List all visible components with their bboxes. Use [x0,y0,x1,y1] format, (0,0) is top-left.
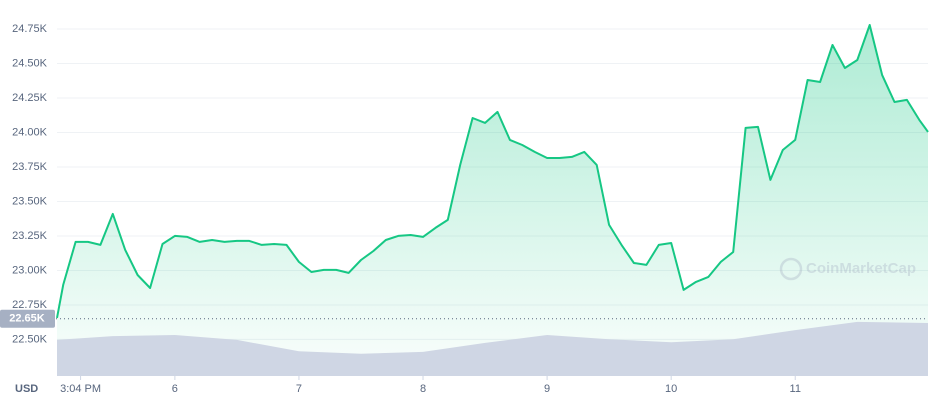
y-tick-label: 23.75K [12,161,48,173]
x-tick-label: 8 [420,383,426,395]
y-tick-label: 22.75K [12,299,48,311]
y-tick-label: 23.25K [12,230,48,242]
y-tick-label: 24.50K [12,57,48,69]
y-unit: USD [15,383,38,395]
x-tick-label: 3:04 PM [60,383,101,395]
y-tick-label: 24.25K [12,92,48,104]
y-tick-label: 24.00K [12,126,48,138]
watermark: CoinMarketCap [779,257,916,281]
x-tick-label: 11 [790,383,801,395]
x-tick-label: 6 [172,383,178,395]
price-area [57,25,928,376]
y-tick-label: 23.50K [12,195,48,207]
y-tick-label: 22.50K [12,333,48,345]
volume-area [57,321,928,376]
price-marker-box [0,309,55,328]
x-tick-label: 9 [544,383,550,395]
price-line [56,24,929,319]
y-tick-label: 23.00K [12,264,48,276]
watermark-icon [779,257,803,281]
x-tick-label: 7 [296,383,302,395]
watermark-text: CoinMarketCap [806,260,916,277]
price-marker-label: 22.65K [9,313,45,325]
x-tick-label: 10 [665,383,677,395]
y-tick-label: 24.75K [12,23,48,35]
